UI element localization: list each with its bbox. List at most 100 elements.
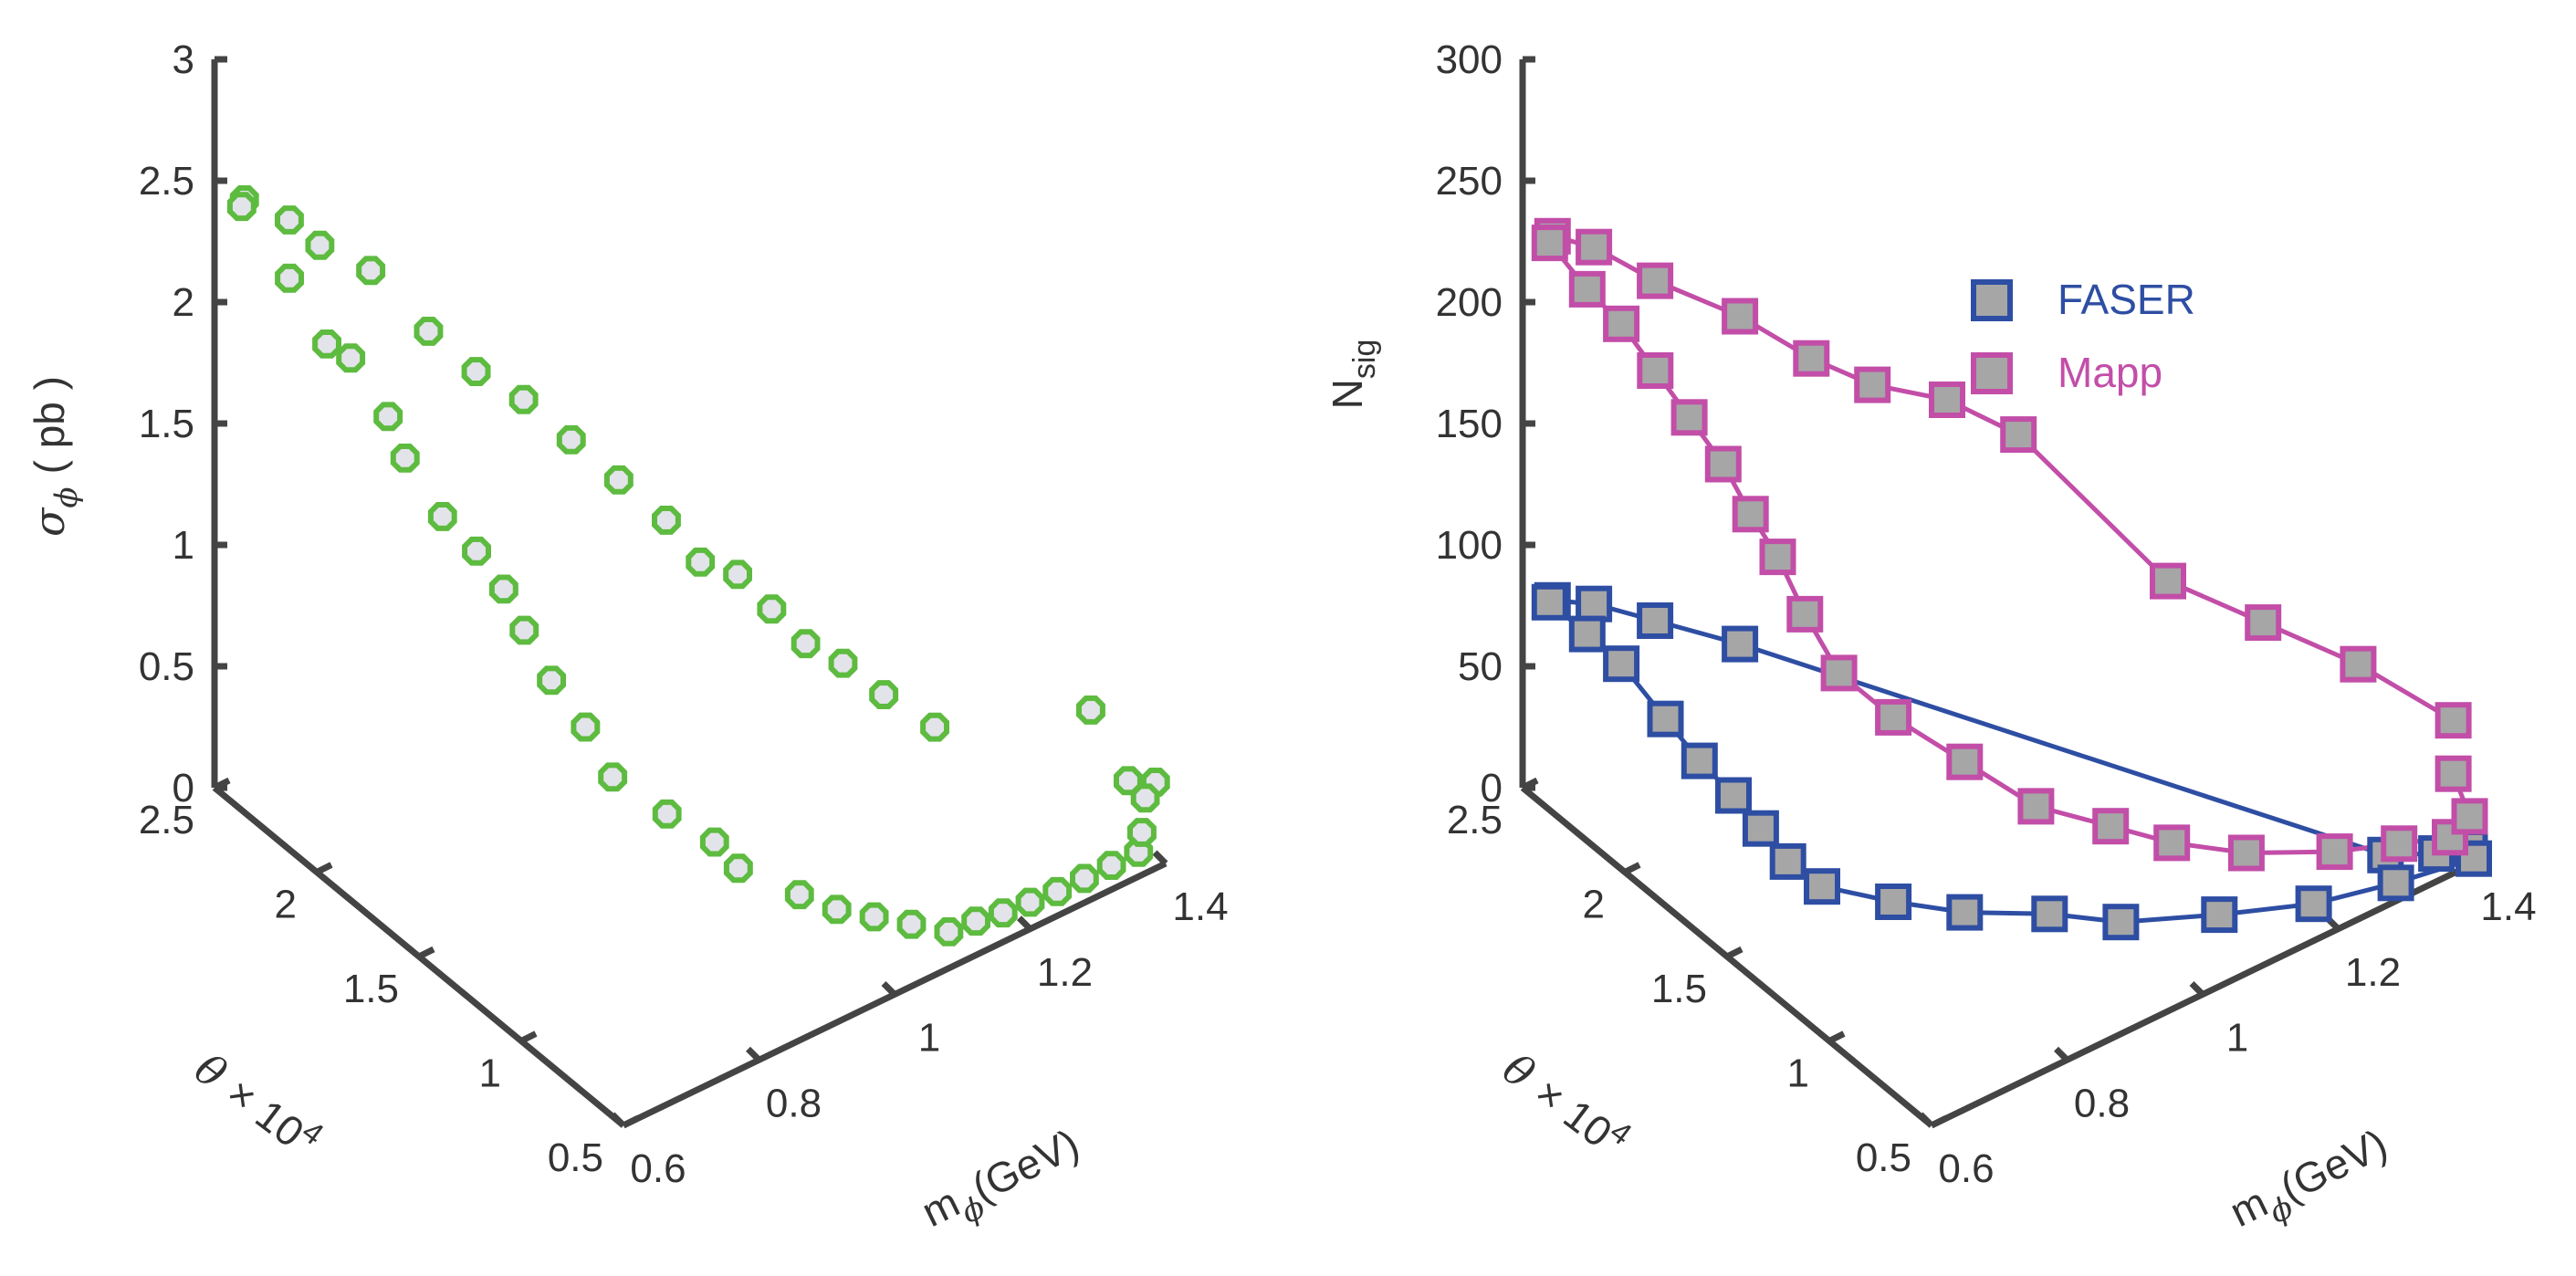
left-series-1-point-18 bbox=[859, 902, 889, 932]
left-z-tick-label-0: 0 bbox=[173, 766, 194, 811]
right-faser-branch-1-point-9 bbox=[1875, 884, 1912, 920]
right-x-tick-2 bbox=[2189, 981, 2205, 997]
right-z-tick-label-2: 100 bbox=[1436, 523, 1503, 568]
right-y-tick-2 bbox=[1725, 946, 1744, 960]
left-series-0-point-15 bbox=[869, 680, 899, 709]
right-mapp-branch-1-point-5 bbox=[1704, 445, 1742, 483]
right-data-points bbox=[1531, 217, 2492, 941]
right-mapp-branch-1-point-2 bbox=[1603, 305, 1640, 342]
right-faser-branch-1-point-1 bbox=[1568, 615, 1606, 653]
left-y-tick-4 bbox=[213, 777, 231, 791]
right-y-label-theta: θ bbox=[1493, 1044, 1544, 1099]
right-faser-branch-0-point-3 bbox=[1722, 625, 1759, 663]
left-series-1-point-26 bbox=[1096, 851, 1126, 880]
right-faser-branch-1-point-4 bbox=[1681, 742, 1718, 779]
left-series-0-point-2 bbox=[305, 230, 335, 260]
left-series-0-point-5 bbox=[461, 357, 491, 386]
right-mapp-branch-0-point-7 bbox=[2000, 416, 2037, 454]
right-mapp-branch-0-point-4 bbox=[1793, 340, 1830, 377]
legend-faser-label: FASER bbox=[2058, 276, 2195, 323]
right-faser-branch-1-point-14 bbox=[2295, 885, 2332, 923]
left-z-axis-label: σϕ ( pb ) bbox=[25, 376, 85, 537]
right-mapp-branch-1-point-14 bbox=[2153, 824, 2191, 862]
left-series-0-point-4 bbox=[414, 317, 444, 346]
left-series-0-point-6 bbox=[508, 384, 539, 414]
right-faser-branch-0-point-2 bbox=[1637, 602, 1674, 639]
right-faser-branch-1-point-0 bbox=[1531, 583, 1568, 621]
left-series-0-point-14 bbox=[828, 648, 858, 678]
right-mapp-branch-1-point-13 bbox=[2092, 808, 2130, 845]
left-y-tick-label-4: 2.5 bbox=[139, 798, 194, 842]
right-faser-branch-1-point-15 bbox=[2377, 864, 2414, 902]
left-series-0-point-11 bbox=[723, 560, 752, 590]
left-x-tick-label-0: 0.6 bbox=[630, 1146, 686, 1191]
right-x-tick-label-3: 1.2 bbox=[2345, 950, 2401, 995]
right-faser-line-0 bbox=[1552, 598, 2470, 858]
right-z-label-sub: sig bbox=[1347, 340, 1382, 379]
left-series-0-point-7 bbox=[556, 424, 586, 455]
right-mapp-branch-1-point-7 bbox=[1759, 539, 1796, 576]
left-series-1-point-21 bbox=[961, 906, 990, 936]
left-series-1-point-0 bbox=[226, 192, 257, 222]
right-x-tick-label-1: 0.8 bbox=[2074, 1081, 2130, 1125]
left-series-1-point-6 bbox=[427, 502, 457, 531]
left-x-tick-2 bbox=[881, 981, 897, 997]
right-mapp-branch-0-point-8 bbox=[2150, 562, 2186, 600]
left-x-tick-label-1: 0.8 bbox=[766, 1081, 822, 1125]
right-mapp-branch-1-point-1 bbox=[1568, 270, 1606, 308]
right-mapp-branch-0-point-6 bbox=[1929, 382, 1965, 418]
left-z-tick-label-5: 2.5 bbox=[139, 159, 194, 204]
left-series-1-point-19 bbox=[896, 909, 927, 939]
right-y-tick-label-1: 1 bbox=[1787, 1051, 1809, 1096]
right-faser-branch-1-point-12 bbox=[2102, 904, 2140, 941]
right-mapp-branch-1-point-4 bbox=[1670, 399, 1708, 436]
left-y-ticks: 0.5 1 1.5 2 2.5 bbox=[139, 777, 640, 1180]
left-series-1-point-25 bbox=[1070, 863, 1099, 894]
left-series-1-point-32 bbox=[1130, 783, 1160, 813]
right-faser-branch-0-point-1 bbox=[1576, 585, 1613, 622]
left-x-tick-3 bbox=[1017, 915, 1032, 932]
right-mapp-branch-1-point-19 bbox=[2451, 798, 2488, 835]
right-mapp-branch-0-point-9 bbox=[2245, 604, 2282, 642]
right-faser-branch-1-point-13 bbox=[2201, 896, 2238, 934]
left-y-label-theta: θ bbox=[185, 1044, 236, 1099]
right-y-tick-1 bbox=[1827, 1030, 1846, 1044]
right-mapp-branch-0-point-2 bbox=[1637, 262, 1674, 299]
right-y-ticks: 0.5 1 1.5 2 2.5 bbox=[1447, 777, 1948, 1180]
right-z-ticks: 0 50 100 150 200 250 300 bbox=[1436, 37, 1535, 811]
left-y-tick-label-2: 1.5 bbox=[343, 967, 399, 1011]
right-mapp-branch-1-point-0 bbox=[1531, 225, 1568, 262]
left-series-1-point-5 bbox=[390, 444, 420, 473]
left-x-tick-4 bbox=[1152, 850, 1168, 866]
left-series-1-point-16 bbox=[784, 880, 814, 910]
right-faser-branch-1-point-2 bbox=[1603, 645, 1640, 683]
right-mapp-branch-1-point-6 bbox=[1732, 496, 1769, 533]
left-series-1-point-23 bbox=[1015, 887, 1045, 917]
left-y-tick-2 bbox=[417, 946, 435, 960]
left-y-tick-1 bbox=[519, 1030, 538, 1044]
left-x-tick-label-2: 1 bbox=[918, 1016, 940, 1061]
left-series-0-point-12 bbox=[757, 594, 787, 624]
left-series-1-point-12 bbox=[598, 762, 628, 792]
legend-mapp-marker bbox=[1971, 352, 2013, 394]
right-x-tick-label-4: 1.4 bbox=[2480, 884, 2536, 929]
right-y-tick-label-0: 0.5 bbox=[1856, 1135, 1911, 1180]
left-z-label-phi: ϕ bbox=[48, 486, 85, 507]
right-y-tick-label-4: 2.5 bbox=[1447, 798, 1503, 842]
right-z-label-n: N bbox=[1324, 379, 1371, 409]
left-x-tick-0 bbox=[610, 1112, 626, 1128]
left-series-1-point-1 bbox=[275, 263, 304, 293]
left-series-1-point-15 bbox=[723, 853, 753, 884]
legend-faser-marker bbox=[1971, 279, 2013, 321]
left-z-label-sigma: σ bbox=[25, 507, 74, 537]
right-mapp-branch-1-point-15 bbox=[2227, 834, 2265, 872]
right-faser-branch-1-point-3 bbox=[1647, 700, 1684, 737]
left-y-tick-3 bbox=[315, 862, 333, 875]
left-z-tick-label-1: 0.5 bbox=[139, 644, 194, 689]
left-series-0-point-1 bbox=[275, 205, 304, 235]
left-x-axis-label: mϕ(GeV) bbox=[915, 1120, 1092, 1247]
left-y-axis-label: θ× 104 bbox=[185, 1041, 330, 1167]
right-y-tick-0 bbox=[1930, 1114, 1948, 1129]
left-series-1-point-8 bbox=[488, 574, 518, 604]
